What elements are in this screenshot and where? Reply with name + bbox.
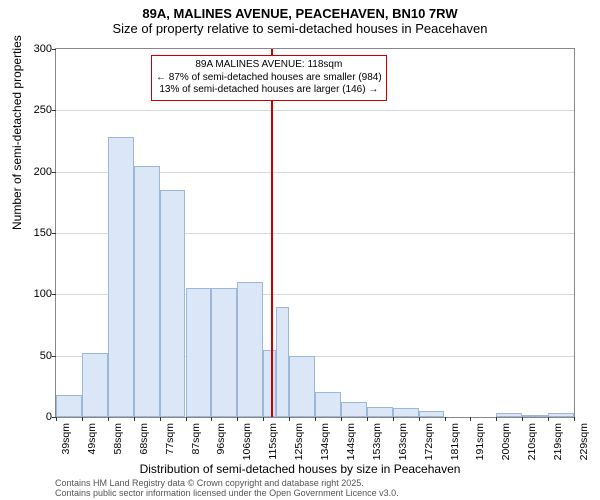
x-tick-mark: [393, 417, 394, 421]
histogram-bar: [108, 137, 134, 417]
histogram-bar: [496, 413, 522, 417]
x-tick-mark: [496, 417, 497, 421]
x-tick-mark: [315, 417, 316, 421]
x-tick-label: 68sqm: [138, 423, 150, 455]
y-tick-mark: [52, 356, 56, 357]
histogram-bar: [263, 350, 276, 417]
x-tick-mark: [548, 417, 549, 421]
histogram-bar: [522, 415, 548, 417]
x-tick-label: 229sqm: [578, 423, 590, 460]
x-tick-mark: [134, 417, 135, 421]
y-tick-label: 0: [46, 411, 52, 423]
histogram-bar: [82, 353, 108, 417]
x-tick-label: 77sqm: [164, 423, 176, 455]
x-tick-mark: [341, 417, 342, 421]
y-tick-mark: [52, 233, 56, 234]
annotation-line2: ← 87% of semi-detached houses are smalle…: [156, 72, 382, 85]
histogram-bar: [160, 190, 186, 417]
y-tick-label: 250: [34, 104, 52, 116]
histogram-bar: [341, 402, 367, 417]
x-tick-label: 210sqm: [526, 423, 538, 460]
x-tick-label: 191sqm: [474, 423, 486, 460]
histogram-bar: [419, 411, 445, 417]
x-tick-label: 106sqm: [241, 423, 253, 460]
license-line2: Contains public sector information licen…: [55, 488, 399, 498]
histogram-bar: [211, 288, 237, 417]
x-tick-label: 115sqm: [267, 423, 279, 460]
y-tick-label: 100: [34, 288, 52, 300]
license-text: Contains HM Land Registry data © Crown c…: [55, 478, 399, 499]
plot-area: 050100150200250300 89A MALINES AVENUE: 1…: [55, 48, 575, 418]
x-tick-label: 87sqm: [190, 423, 202, 455]
x-tick-mark: [574, 417, 575, 421]
histogram-bar: [276, 307, 289, 417]
x-tick-mark: [186, 417, 187, 421]
y-tick-mark: [52, 172, 56, 173]
x-tick-label: 181sqm: [449, 423, 461, 460]
x-tick-label: 96sqm: [215, 423, 227, 455]
x-tick-label: 39sqm: [60, 423, 72, 455]
histogram-bar: [393, 408, 419, 417]
histogram-bar: [367, 407, 393, 417]
annotation-line1: 89A MALINES AVENUE: 118sqm: [156, 59, 382, 72]
histogram-bar: [315, 392, 341, 417]
y-tick-mark: [52, 294, 56, 295]
histogram-bar: [289, 356, 315, 417]
x-tick-mark: [108, 417, 109, 421]
annotation-box: 89A MALINES AVENUE: 118sqm ← 87% of semi…: [151, 55, 387, 101]
license-line1: Contains HM Land Registry data © Crown c…: [55, 478, 399, 488]
y-tick-mark: [52, 110, 56, 111]
x-tick-mark: [445, 417, 446, 421]
histogram-bar: [548, 413, 574, 417]
y-tick-label: 50: [40, 350, 52, 362]
x-axis-label: Distribution of semi-detached houses by …: [0, 462, 600, 476]
x-tick-mark: [289, 417, 290, 421]
histogram-bar: [134, 166, 160, 417]
y-tick-label: 300: [34, 43, 52, 55]
title-block: 89A, MALINES AVENUE, PEACEHAVEN, BN10 7R…: [0, 0, 600, 36]
sub-title: Size of property relative to semi-detach…: [0, 21, 600, 36]
x-tick-mark: [522, 417, 523, 421]
x-tick-label: 200sqm: [500, 423, 512, 460]
x-tick-mark: [470, 417, 471, 421]
x-tick-mark: [82, 417, 83, 421]
y-axis-label: Number of semi-detached properties: [10, 35, 24, 230]
x-tick-mark: [263, 417, 264, 421]
reference-line: [271, 49, 273, 417]
x-tick-label: 153sqm: [371, 423, 383, 460]
x-tick-mark: [56, 417, 57, 421]
x-tick-label: 49sqm: [86, 423, 98, 455]
histogram-bar: [56, 395, 82, 417]
x-tick-label: 219sqm: [552, 423, 564, 460]
histogram-bar: [237, 282, 263, 417]
x-tick-mark: [367, 417, 368, 421]
annotation-line3: 13% of semi-detached houses are larger (…: [156, 84, 382, 97]
y-tick-mark: [52, 49, 56, 50]
main-title: 89A, MALINES AVENUE, PEACEHAVEN, BN10 7R…: [0, 6, 600, 21]
x-tick-mark: [237, 417, 238, 421]
x-tick-mark: [419, 417, 420, 421]
y-tick-label: 200: [34, 166, 52, 178]
x-tick-label: 134sqm: [319, 423, 331, 460]
x-tick-label: 125sqm: [293, 423, 305, 460]
x-tick-label: 163sqm: [397, 423, 409, 460]
x-tick-mark: [211, 417, 212, 421]
x-tick-label: 144sqm: [345, 423, 357, 460]
chart-container: 89A, MALINES AVENUE, PEACEHAVEN, BN10 7R…: [0, 0, 600, 500]
x-tick-label: 172sqm: [423, 423, 435, 460]
x-tick-label: 58sqm: [112, 423, 124, 455]
x-tick-mark: [160, 417, 161, 421]
histogram-bar: [186, 288, 212, 417]
y-tick-label: 150: [34, 227, 52, 239]
gridline: [56, 110, 574, 111]
